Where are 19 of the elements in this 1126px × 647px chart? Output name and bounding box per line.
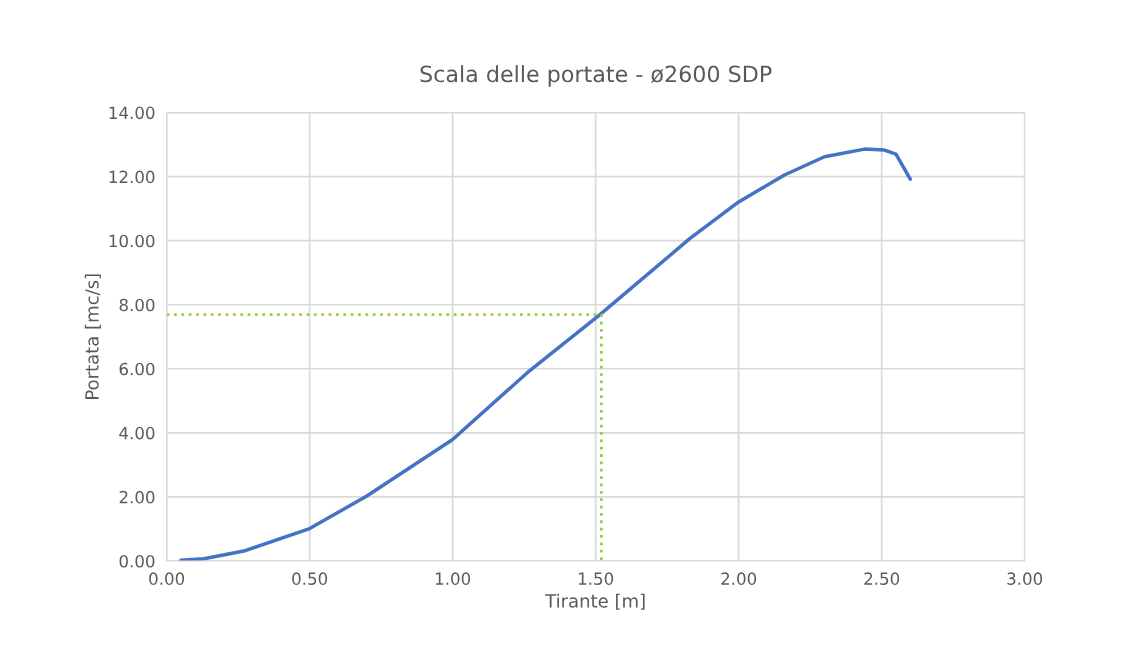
y-tick-label: 8.00: [119, 298, 155, 312]
x-tick-label: 2.00: [721, 572, 757, 585]
y-tick-label: 12.00: [109, 170, 155, 184]
y-tick-label: 4.00: [119, 426, 155, 440]
line-series: [179, 147, 912, 561]
x-tick-label: 1.00: [435, 572, 471, 585]
y-tick-label: 0.00: [119, 554, 155, 568]
y-axis-title: Portata [mc/s]: [84, 274, 101, 399]
x-tick-label: 1.50: [578, 572, 614, 585]
chart-title: Scala delle portate - ø2600 SDP: [420, 65, 772, 87]
x-tick-label: 0.50: [292, 572, 328, 585]
y-tick-label: 14.00: [109, 106, 155, 120]
x-tick-label: 3.00: [1007, 572, 1043, 585]
y-tick-label: 6.00: [119, 362, 155, 376]
x-tick-label: 0.00: [149, 572, 185, 585]
x-axis-title: Tirante [m]: [545, 593, 645, 610]
x-tick-label: 2.50: [864, 572, 900, 585]
y-tick-label: 10.00: [109, 234, 155, 248]
y-tick-label: 2.00: [119, 490, 155, 504]
